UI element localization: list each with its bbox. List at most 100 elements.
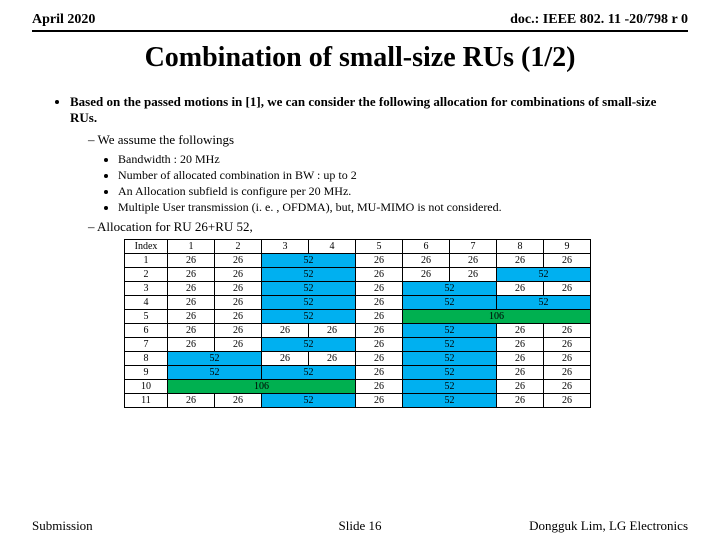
table-cell-ru26: 26	[309, 352, 356, 366]
table-cell-ru26: 26	[544, 366, 591, 380]
table-cell-ru26: 26	[450, 268, 497, 282]
table-cell-ru26: 26	[356, 352, 403, 366]
table-cell-ru26: 26	[544, 324, 591, 338]
table-cell-ru26: 26	[356, 282, 403, 296]
table-cell-ru26: 26	[215, 282, 262, 296]
table-cell-ru26: 26	[497, 324, 544, 338]
table-index-cell: 7	[125, 338, 168, 352]
content-area: Based on the passed motions in [1], we c…	[0, 94, 720, 408]
table-cell-ru52: 52	[262, 282, 356, 296]
table-cell-ru26: 26	[497, 380, 544, 394]
table-cell-ru52: 52	[497, 296, 591, 310]
table-cell-ru52: 52	[262, 310, 356, 324]
alloc-heading: Allocation for RU 26+RU 52,	[97, 219, 253, 234]
assumption-item: Bandwidth : 20 MHz	[118, 152, 676, 167]
table-header-cell: 3	[262, 240, 309, 254]
table-index-cell: 1	[125, 254, 168, 268]
table-header-cell: 2	[215, 240, 262, 254]
table-cell-ru26: 26	[168, 268, 215, 282]
table-cell-ru26: 26	[215, 268, 262, 282]
table-cell-ru26: 26	[497, 338, 544, 352]
table-cell-ru26: 26	[168, 296, 215, 310]
table-cell-ru52: 52	[497, 268, 591, 282]
table-cell-ru52: 52	[403, 352, 497, 366]
table-cell-ru26: 26	[215, 254, 262, 268]
table-cell-ru26: 26	[356, 394, 403, 408]
table-cell-ru26: 26	[544, 394, 591, 408]
table-cell-ru106: 106	[168, 380, 356, 394]
table-cell-ru52: 52	[262, 394, 356, 408]
table-index-cell: 10	[125, 380, 168, 394]
table-cell-ru26: 26	[450, 254, 497, 268]
table-cell-ru26: 26	[215, 324, 262, 338]
intro-text: Based on the passed motions in [1], we c…	[70, 94, 656, 125]
header-rule	[32, 30, 688, 32]
table-cell-ru52: 52	[403, 296, 497, 310]
slide-title: Combination of small-size RUs (1/2)	[0, 42, 720, 74]
table-cell-ru52: 52	[403, 324, 497, 338]
table-cell-ru26: 26	[497, 352, 544, 366]
table-header-cell: Index	[125, 240, 168, 254]
table-cell-ru52: 52	[262, 254, 356, 268]
table-cell-ru106: 106	[403, 310, 591, 324]
table-index-cell: 3	[125, 282, 168, 296]
table-cell-ru26: 26	[356, 366, 403, 380]
table-header-cell: 5	[356, 240, 403, 254]
ru-allocation-table: Index12345678912626522626262626226265226…	[124, 239, 591, 408]
table-cell-ru26: 26	[168, 282, 215, 296]
table-index-cell: 4	[125, 296, 168, 310]
table-cell-ru26: 26	[544, 338, 591, 352]
table-cell-ru26: 26	[262, 352, 309, 366]
table-cell-ru26: 26	[168, 324, 215, 338]
table-cell-ru26: 26	[262, 324, 309, 338]
table-cell-ru26: 26	[544, 282, 591, 296]
table-index-cell: 8	[125, 352, 168, 366]
table-cell-ru52: 52	[403, 394, 497, 408]
table-cell-ru26: 26	[356, 338, 403, 352]
table-cell-ru26: 26	[215, 310, 262, 324]
table-cell-ru26: 26	[544, 380, 591, 394]
table-header-cell: 6	[403, 240, 450, 254]
table-cell-ru52: 52	[262, 268, 356, 282]
table-cell-ru26: 26	[356, 254, 403, 268]
table-cell-ru26: 26	[215, 338, 262, 352]
table-index-cell: 2	[125, 268, 168, 282]
table-cell-ru52: 52	[168, 352, 262, 366]
table-cell-ru26: 26	[544, 352, 591, 366]
assumption-item: Multiple User transmission (i. e. , OFDM…	[118, 200, 676, 215]
table-cell-ru26: 26	[309, 324, 356, 338]
table-header-cell: 8	[497, 240, 544, 254]
table-cell-ru26: 26	[215, 296, 262, 310]
table-cell-ru26: 26	[168, 394, 215, 408]
table-cell-ru26: 26	[544, 254, 591, 268]
table-cell-ru26: 26	[168, 254, 215, 268]
table-cell-ru26: 26	[168, 338, 215, 352]
table-cell-ru26: 26	[497, 254, 544, 268]
table-cell-ru26: 26	[356, 268, 403, 282]
table-cell-ru52: 52	[262, 366, 356, 380]
table-cell-ru52: 52	[403, 338, 497, 352]
table-cell-ru26: 26	[497, 366, 544, 380]
assume-heading: We assume the followings	[98, 132, 235, 147]
table-cell-ru52: 52	[168, 366, 262, 380]
table-header-cell: 7	[450, 240, 497, 254]
table-cell-ru26: 26	[356, 324, 403, 338]
table-index-cell: 5	[125, 310, 168, 324]
table-cell-ru52: 52	[262, 296, 356, 310]
table-cell-ru26: 26	[497, 394, 544, 408]
assumption-list: Bandwidth : 20 MHzNumber of allocated co…	[88, 152, 676, 215]
table-index-cell: 6	[125, 324, 168, 338]
table-cell-ru26: 26	[215, 394, 262, 408]
table-header-cell: 9	[544, 240, 591, 254]
table-cell-ru26: 26	[168, 310, 215, 324]
table-index-cell: 9	[125, 366, 168, 380]
table-index-cell: 11	[125, 394, 168, 408]
table-cell-ru52: 52	[403, 282, 497, 296]
table-header-cell: 4	[309, 240, 356, 254]
table-cell-ru26: 26	[356, 296, 403, 310]
footer-center: Slide 16	[0, 518, 720, 534]
table-header-cell: 1	[168, 240, 215, 254]
assumption-item: An Allocation subfield is configure per …	[118, 184, 676, 199]
table-cell-ru26: 26	[403, 268, 450, 282]
table-cell-ru52: 52	[262, 338, 356, 352]
